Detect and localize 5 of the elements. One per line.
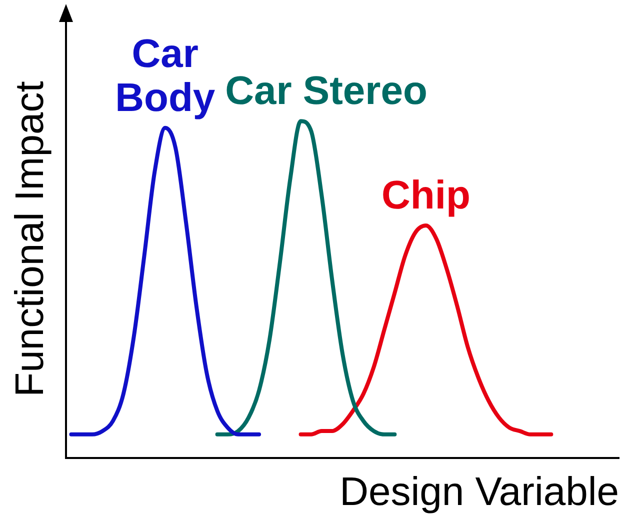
series-label: Car Stereo [225, 69, 428, 114]
x-axis-title: Design Variable [340, 470, 619, 514]
series-label: Chip [382, 174, 470, 218]
y-axis-title: Functional Impact [8, 81, 52, 397]
series-label: Car Body [115, 32, 216, 120]
